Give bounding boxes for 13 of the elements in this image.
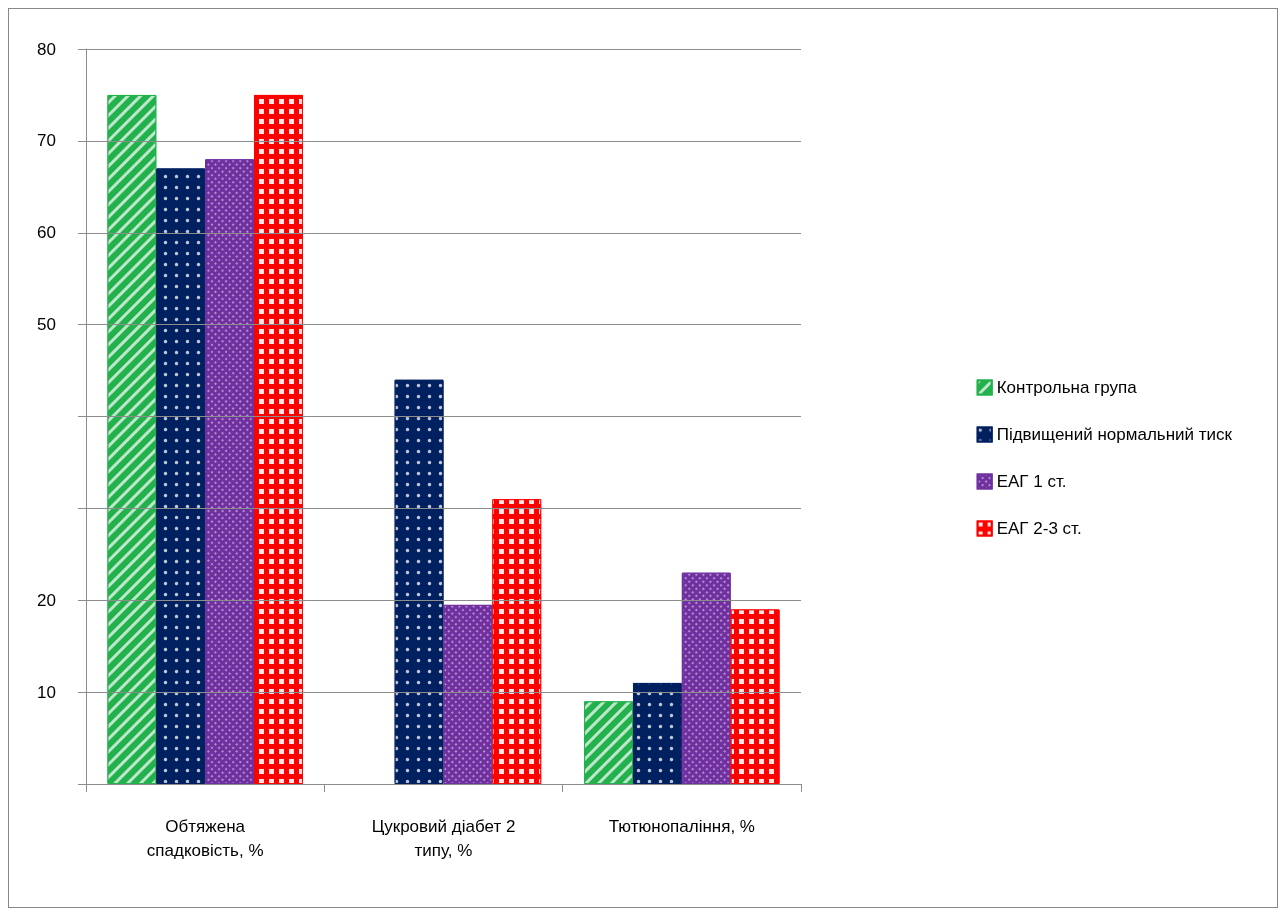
legend-label: Підвищений нормальний тиск [996,425,1233,444]
y-tick-label: 50 [37,315,56,335]
y-tick-label: 20 [37,590,56,610]
y-tick-label: 60 [37,223,56,243]
legend-label: ЕАГ 1 ст. [996,472,1067,491]
x-tick-label: Обтяжена спадковість, % [146,816,264,860]
y-tick-label: 80 [37,39,56,59]
x-tick-label: Цукровий діабет 2 типу, % [371,816,516,860]
legend-label: ЕАГ 2-3 ст. [996,519,1082,538]
y-tick-label: 70 [37,131,56,151]
y-tick-label: 10 [37,682,56,702]
x-tick-label: Тютюнопаління, % [608,816,755,836]
legend-label: Контрольна група [996,378,1138,397]
